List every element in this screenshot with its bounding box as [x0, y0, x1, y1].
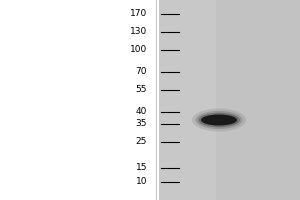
Text: 100: 100	[130, 46, 147, 54]
FancyBboxPatch shape	[0, 0, 156, 200]
Ellipse shape	[192, 108, 246, 132]
Text: 55: 55	[136, 85, 147, 94]
FancyBboxPatch shape	[216, 0, 300, 200]
Text: 35: 35	[136, 119, 147, 129]
Text: 25: 25	[136, 138, 147, 146]
Ellipse shape	[196, 111, 242, 129]
Text: 10: 10	[136, 178, 147, 186]
FancyBboxPatch shape	[159, 0, 216, 200]
Text: 130: 130	[130, 27, 147, 36]
FancyBboxPatch shape	[159, 0, 300, 200]
Text: 170: 170	[130, 9, 147, 19]
Ellipse shape	[198, 113, 240, 127]
Text: 40: 40	[136, 108, 147, 116]
Text: 15: 15	[136, 164, 147, 172]
Ellipse shape	[201, 114, 237, 126]
Text: 70: 70	[136, 68, 147, 76]
